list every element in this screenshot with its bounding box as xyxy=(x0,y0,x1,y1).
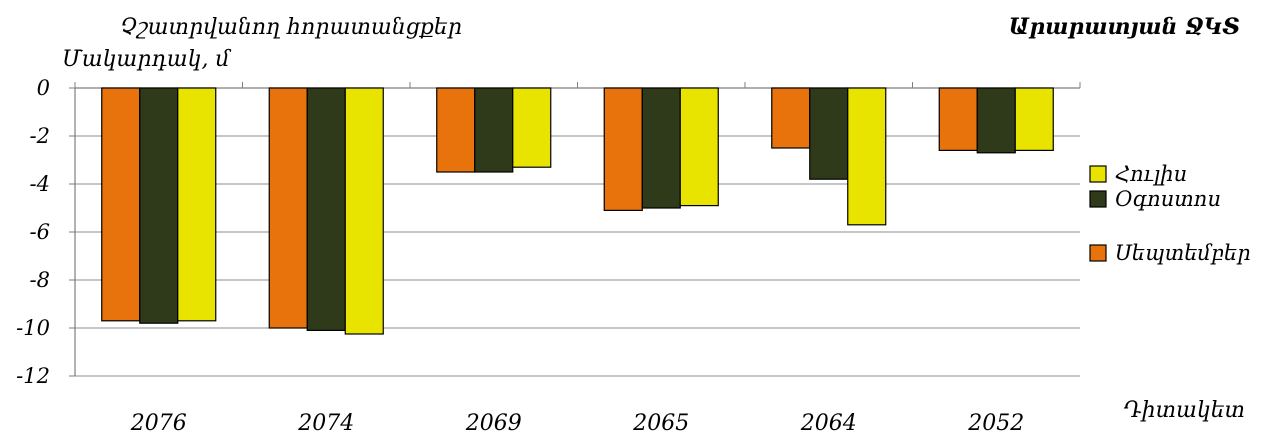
bar-2064-0 xyxy=(771,87,811,149)
y-tick-label: -6 xyxy=(30,220,50,244)
bar-2069-2 xyxy=(512,87,552,168)
y-tick-label: -12 xyxy=(16,364,50,388)
bar-2052-0 xyxy=(938,87,978,152)
legend-swatch-1 xyxy=(1089,190,1107,208)
x-tick-label: 2069 xyxy=(465,411,522,436)
x-tick-label: 2064 xyxy=(800,411,857,436)
y-tick-label: -2 xyxy=(30,124,50,148)
region-label: Արարատյան ՋԿՏ xyxy=(1009,14,1240,40)
x-axis-label: Դիտակետ xyxy=(1123,398,1245,423)
y-axis-label: Մակարդակ, մ xyxy=(62,47,231,72)
bar-2052-1 xyxy=(976,87,1016,154)
bar-2074-1 xyxy=(306,87,346,331)
bar-2076-2 xyxy=(177,87,217,322)
chart-subtitle: Չշատրվանող հորատանցքեր xyxy=(120,15,462,40)
bar-2069-1 xyxy=(474,87,514,173)
bar-2052-2 xyxy=(1014,87,1054,152)
bar-2065-0 xyxy=(603,87,643,212)
y-tick-label: -8 xyxy=(30,268,50,292)
y-tick-label: 0 xyxy=(37,76,50,100)
bar-2064-2 xyxy=(847,87,887,226)
legend-label: Սեպտեմբեր xyxy=(1115,241,1251,265)
x-tick-label: 2052 xyxy=(967,411,1024,436)
bar-2069-0 xyxy=(436,87,476,173)
bar-2065-2 xyxy=(679,87,719,207)
legend-swatch-0 xyxy=(1089,244,1107,262)
bar-2065-1 xyxy=(641,87,681,209)
bar-2076-0 xyxy=(101,87,141,322)
x-tick-label: 2074 xyxy=(297,411,354,436)
legend-label: Հուլիս xyxy=(1115,162,1187,186)
x-tick-label: 2076 xyxy=(130,411,187,436)
legend-swatch-2 xyxy=(1089,165,1107,183)
bar-2074-2 xyxy=(344,87,384,335)
x-tick-label: 2065 xyxy=(632,411,689,436)
y-tick-label: -4 xyxy=(30,172,50,196)
bar-2076-1 xyxy=(139,87,179,324)
bar-2074-0 xyxy=(268,87,308,329)
bar-2064-1 xyxy=(809,87,849,180)
y-tick-label: -10 xyxy=(16,316,50,340)
legend-label: Օգոստոս xyxy=(1115,187,1221,211)
